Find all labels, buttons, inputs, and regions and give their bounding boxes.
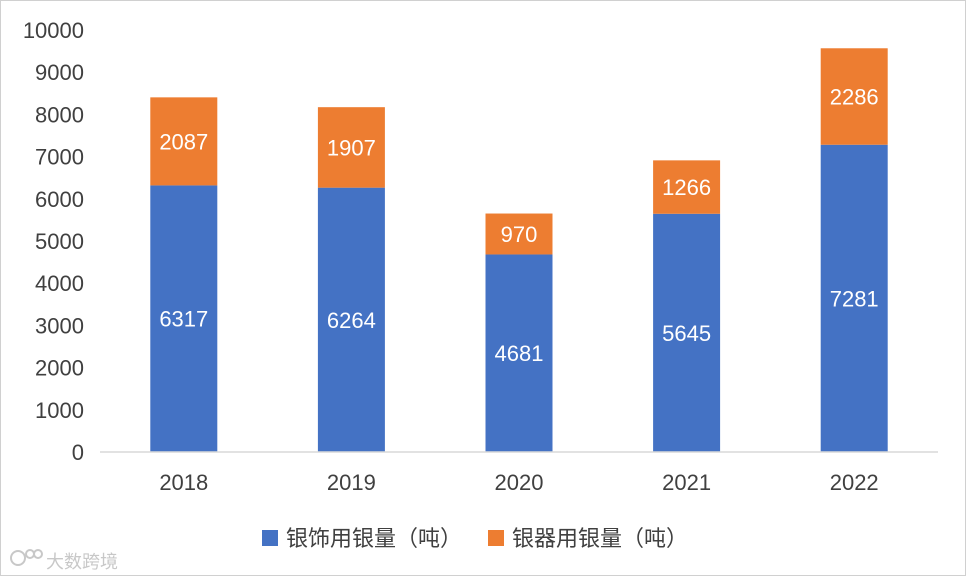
y-tick-label: 3000	[35, 313, 84, 338]
x-tick-label-2021: 2021	[662, 470, 711, 495]
x-tick-label-2019: 2019	[327, 470, 376, 495]
bar-segment-2019-series-2	[317, 107, 385, 188]
y-tick-label: 9000	[35, 60, 84, 85]
data-label-2019-series-2: 1907	[327, 135, 376, 160]
bar-segment-2022-series-1	[820, 144, 888, 452]
x-axis-ticks: 2018 2019 2020 2021 2022	[159, 470, 878, 495]
data-label-2021-series-1: 5645	[662, 321, 711, 346]
legend-swatch-series-1	[262, 530, 278, 546]
legend-label-series-1: 银饰用银量（吨）	[286, 527, 462, 552]
bar-segment-2021-series-1	[653, 213, 721, 452]
bar-segment-2020-series-1	[485, 254, 553, 452]
data-label-2020-series-1: 4681	[495, 341, 544, 366]
y-tick-label: 10000	[23, 18, 84, 43]
bar-segment-2018-series-1	[150, 185, 218, 452]
logo-icon	[10, 549, 43, 566]
data-label-2019-series-1: 6264	[327, 308, 376, 333]
data-label-2018-series-1: 6317	[159, 307, 208, 332]
x-tick-label-2018: 2018	[159, 470, 208, 495]
y-axis-ticks: 0 1000 2000 3000 4000 5000 6000 7000 8000 9000 100…	[23, 18, 84, 465]
data-label-2021-series-2: 1266	[662, 175, 711, 200]
bar-segment-2018-series-2	[150, 97, 218, 186]
data-label-2018-series-2: 2087	[159, 129, 208, 154]
bar-segment-2019-series-1	[317, 187, 385, 453]
x-tick-label-2020: 2020	[495, 470, 544, 495]
data-label-2020-series-2: 970	[501, 222, 538, 247]
y-tick-label: 2000	[35, 356, 84, 381]
legend-label-series-2: 银器用银量（吨）	[512, 527, 688, 552]
y-tick-label: 1000	[35, 398, 84, 423]
y-tick-label: 7000	[35, 145, 84, 170]
legend-swatch-series-2	[488, 530, 504, 546]
legend: 银饰用银量（吨） 银器用银量（吨）	[262, 527, 688, 552]
data-label-2022-series-2: 2286	[830, 85, 879, 110]
y-tick-label: 0	[72, 440, 84, 465]
watermark-text: 大数跨境	[46, 552, 118, 573]
data-label-2022-series-1: 7281	[830, 286, 879, 311]
bar-segment-2021-series-2	[653, 160, 721, 214]
y-tick-label: 8000	[35, 102, 84, 127]
bars: 6317 2087 6264 1907 4681 970 5645 1266 7281 2286	[150, 48, 888, 453]
y-tick-label: 5000	[35, 229, 84, 254]
y-tick-label: 4000	[35, 271, 84, 296]
bar-segment-2022-series-2	[820, 48, 888, 145]
bar-segment-2020-series-2	[485, 213, 553, 255]
watermark: 大数跨境	[10, 549, 118, 573]
x-tick-label-2022: 2022	[830, 470, 879, 495]
y-tick-label: 6000	[35, 187, 84, 212]
